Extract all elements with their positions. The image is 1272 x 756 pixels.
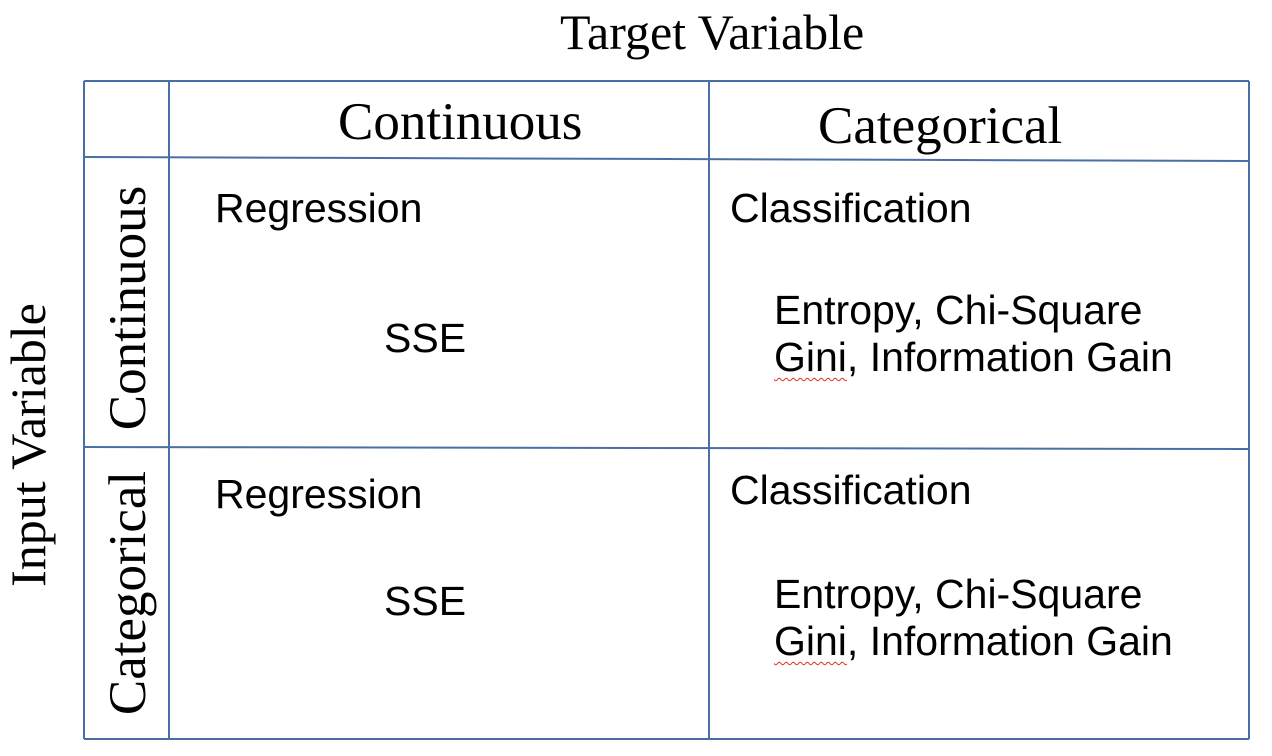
cell-continuous-continuous-title: Regression bbox=[215, 185, 423, 231]
cell-continuous-categorical-metrics-line1: Entropy, Chi-Square bbox=[774, 287, 1143, 333]
grid-header-divider bbox=[83, 156, 1250, 162]
cell-categorical-categorical-metrics-line2: Gini, Information Gain bbox=[774, 617, 1173, 665]
cell-continuous-continuous-metric: SSE bbox=[384, 315, 467, 361]
spellcheck-word: Gini bbox=[774, 618, 847, 664]
cell-continuous-categorical-title: Classification bbox=[730, 185, 972, 231]
cell-continuous-categorical-metrics-line2: Gini, Information Gain bbox=[774, 333, 1173, 381]
target-variable-title: Target Variable bbox=[560, 4, 865, 60]
spellcheck-word: Gini bbox=[774, 334, 847, 380]
column-header-categorical: Categorical bbox=[818, 97, 1063, 155]
column-header-continuous: Continuous bbox=[338, 93, 583, 151]
metrics-line2-rest: , Information Gain bbox=[846, 618, 1173, 664]
metrics-line2-rest: , Information Gain bbox=[846, 334, 1173, 380]
cell-categorical-continuous-title: Regression bbox=[215, 471, 423, 517]
row-header-continuous: Continuous bbox=[99, 185, 157, 431]
row-header-categorical: Categorical bbox=[99, 470, 157, 716]
cell-categorical-categorical-title: Classification bbox=[730, 467, 972, 513]
cell-categorical-continuous-metric: SSE bbox=[384, 578, 467, 624]
cell-categorical-categorical-metrics-line1: Entropy, Chi-Square bbox=[774, 571, 1143, 617]
grid-row-divider bbox=[83, 446, 1250, 450]
